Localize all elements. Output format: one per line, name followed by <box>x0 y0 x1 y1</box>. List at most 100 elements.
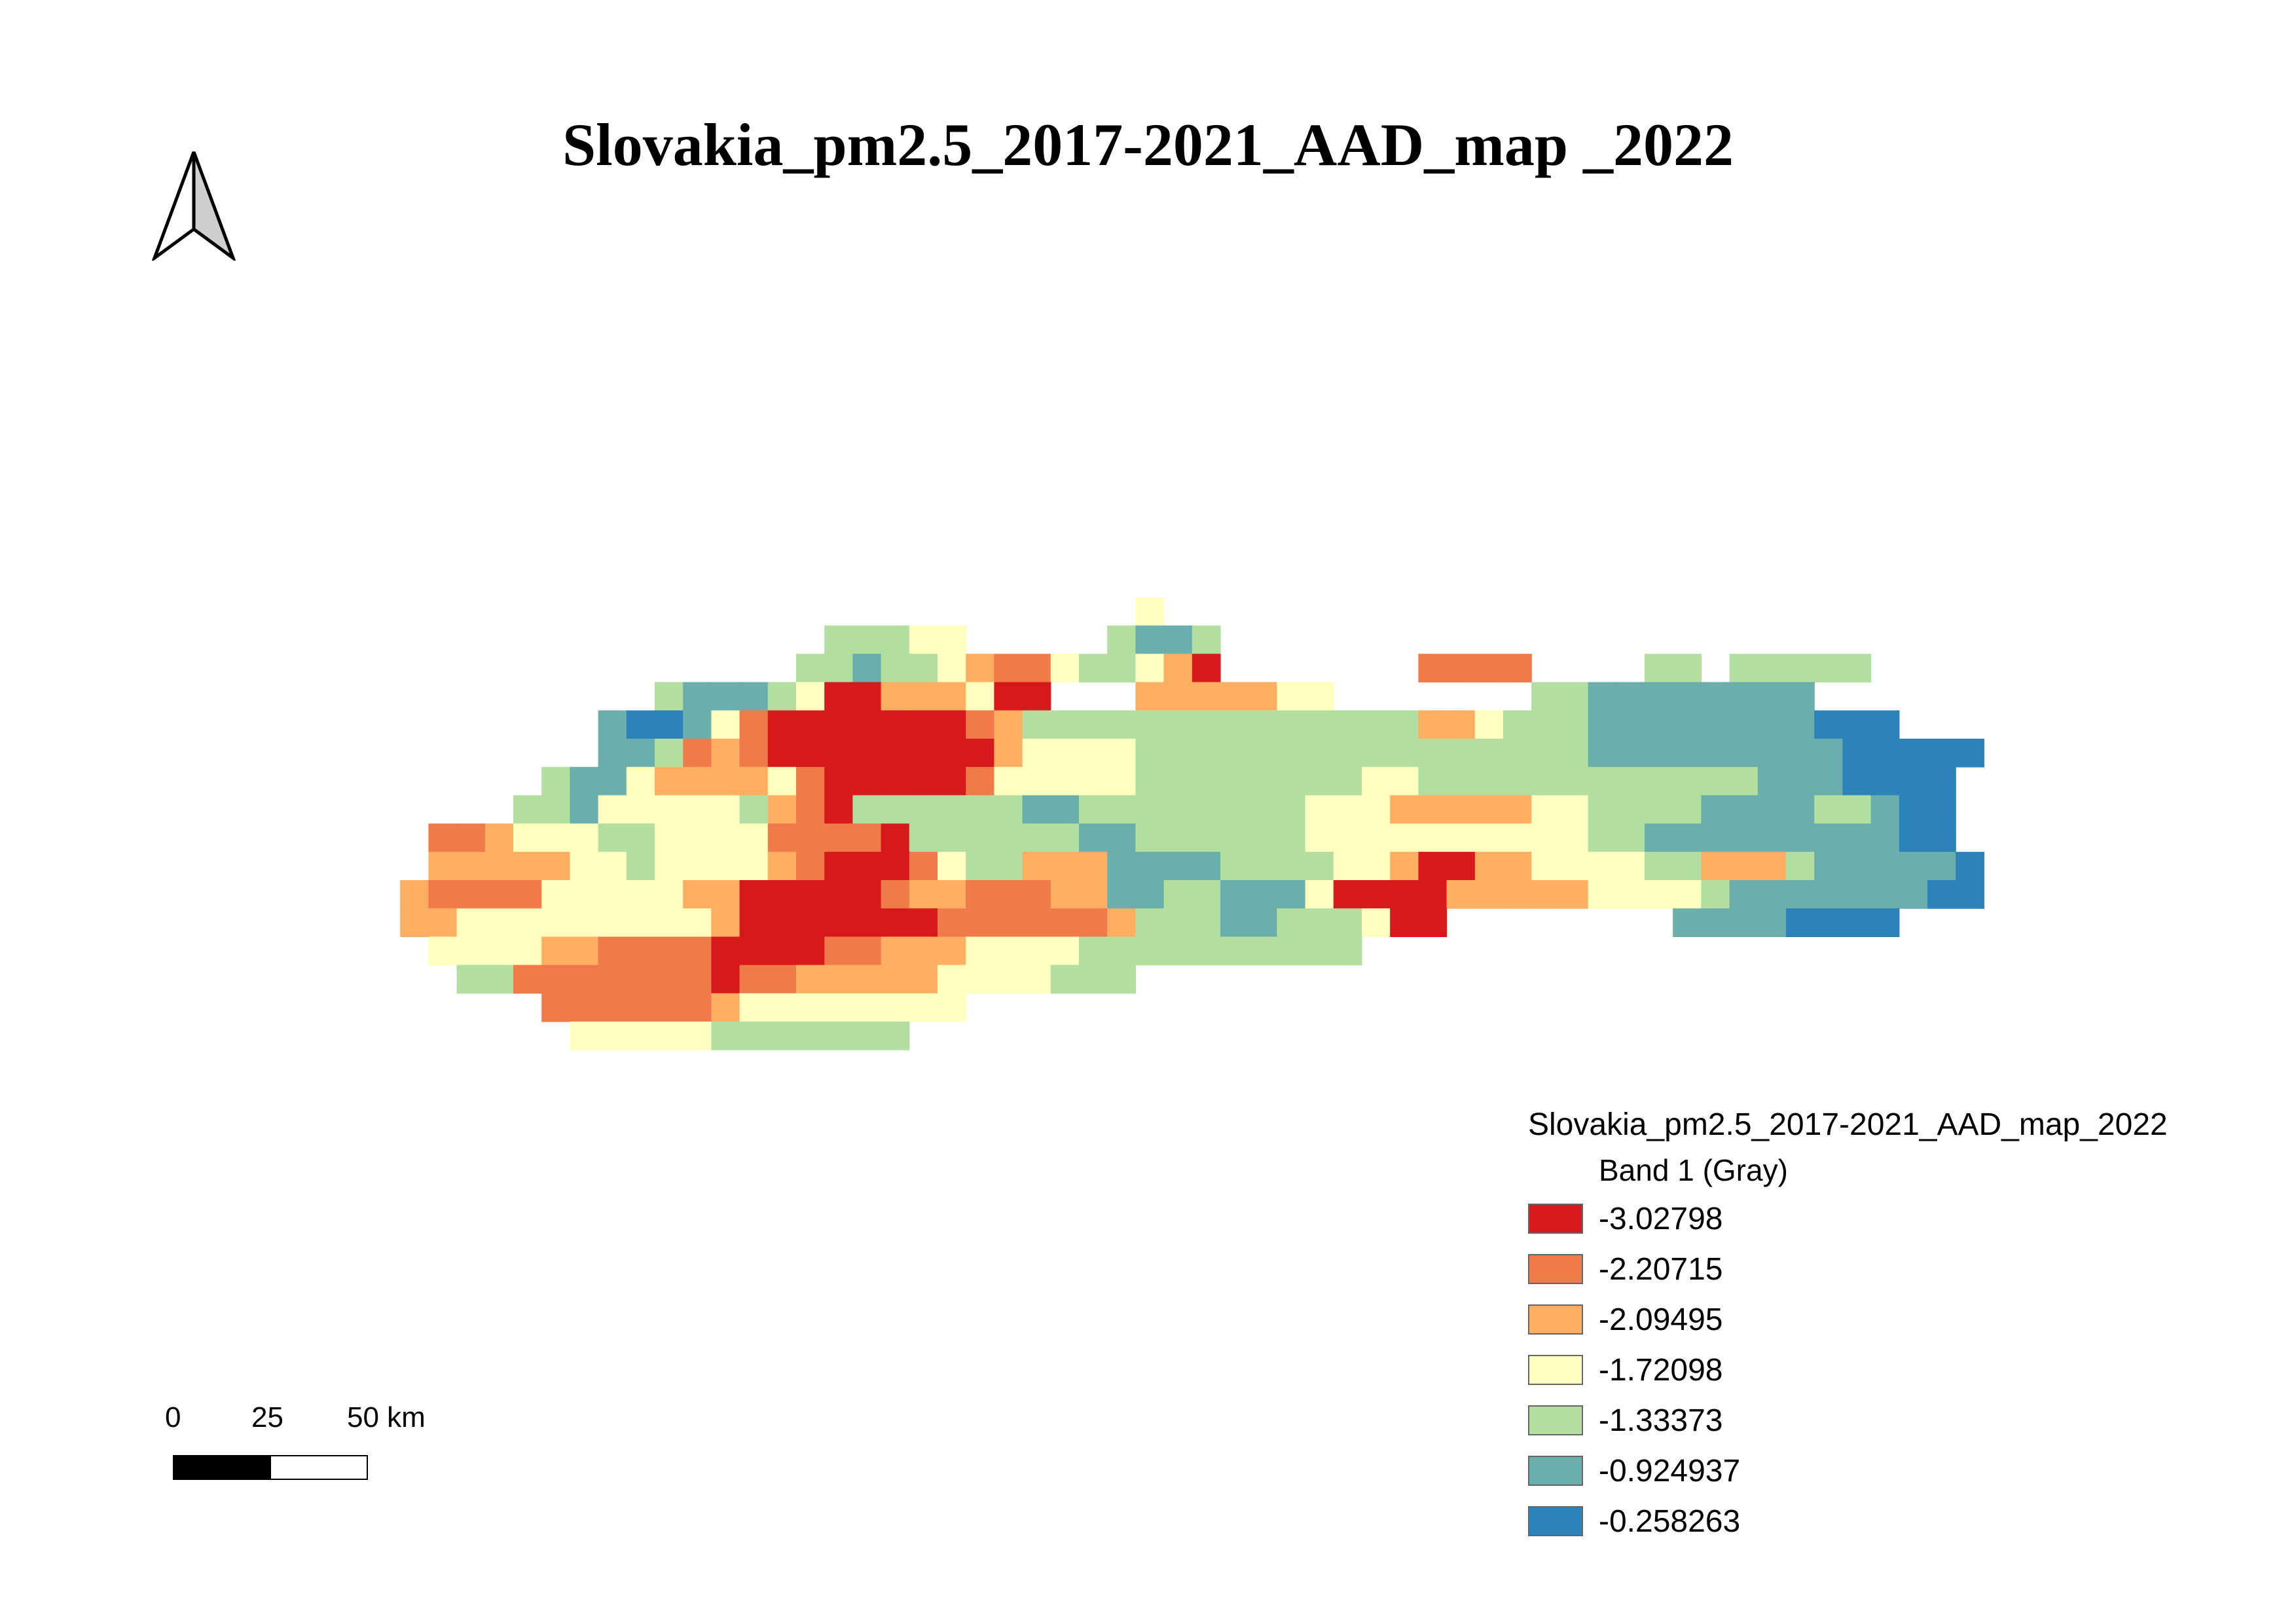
raster-cell <box>1390 767 1419 796</box>
raster-cell <box>739 965 769 994</box>
raster-cell <box>1927 851 1956 881</box>
raster-cell <box>1616 767 1645 796</box>
raster-cell <box>1786 654 1815 683</box>
raster-cell <box>1333 795 1362 824</box>
raster-cell <box>1192 682 1221 711</box>
raster-cell <box>1107 739 1136 767</box>
raster-cell <box>1050 767 1080 796</box>
raster-cell <box>966 823 994 853</box>
raster-cell <box>1757 682 1787 711</box>
raster-cell <box>1220 710 1249 739</box>
raster-cell <box>796 767 825 796</box>
raster-cell <box>909 851 938 881</box>
raster-cell <box>909 767 938 796</box>
raster-cell <box>796 851 825 881</box>
raster-cell <box>570 823 599 853</box>
raster-cell <box>824 880 853 909</box>
raster-cell <box>428 823 458 853</box>
raster-cell <box>1248 880 1277 909</box>
raster-cell <box>1446 851 1476 881</box>
north-arrow-icon <box>152 151 236 261</box>
raster-cell <box>683 682 712 711</box>
raster-cell <box>1701 823 1730 853</box>
raster-cell <box>1899 851 1928 881</box>
raster-cell <box>428 851 458 881</box>
raster-cell <box>938 682 966 711</box>
raster-cell <box>1163 936 1193 966</box>
raster-cell <box>626 993 655 1022</box>
raster-cell <box>1616 682 1645 711</box>
raster-cell <box>1842 654 1872 683</box>
raster-cell <box>739 908 769 937</box>
raster-cell <box>1079 880 1108 909</box>
raster-cell <box>909 823 938 853</box>
raster-cell <box>966 682 994 711</box>
raster-cell <box>994 739 1023 767</box>
raster-cell <box>711 851 740 881</box>
raster-cell <box>513 880 542 909</box>
raster-cell <box>881 625 910 654</box>
raster-cell <box>1248 795 1277 824</box>
raster-cell <box>541 767 570 796</box>
raster-cell <box>1163 682 1193 711</box>
raster-cell <box>1192 795 1221 824</box>
raster-cell <box>484 965 514 994</box>
raster-cell <box>824 654 853 683</box>
raster-cell <box>1362 908 1391 937</box>
raster-cell <box>711 739 740 767</box>
raster-cell <box>626 710 655 739</box>
raster-cell <box>428 936 458 966</box>
raster-cell <box>1390 823 1419 853</box>
raster-cell <box>767 880 797 909</box>
raster-cell <box>513 965 542 994</box>
raster-cell <box>1701 710 1730 739</box>
raster-cell <box>938 625 966 654</box>
raster-cell <box>994 880 1023 909</box>
raster-cell <box>1050 654 1080 683</box>
raster-cell <box>1107 654 1136 683</box>
raster-cell <box>1814 908 1843 937</box>
raster-cell <box>994 767 1023 796</box>
raster-cell <box>767 1022 797 1050</box>
raster-cell <box>1757 654 1787 683</box>
raster-cell <box>1559 739 1589 767</box>
raster-cell <box>1503 739 1532 767</box>
raster-cell <box>1362 823 1391 853</box>
raster-cell <box>711 795 740 824</box>
raster-cell <box>1333 710 1362 739</box>
raster-cell <box>1050 965 1080 994</box>
raster-cell <box>1701 880 1730 909</box>
raster-cell <box>513 908 542 937</box>
raster-cell <box>1248 936 1277 966</box>
raster-cell <box>767 795 797 824</box>
raster-cell <box>570 767 599 796</box>
raster-cell <box>739 851 769 881</box>
raster-cell <box>598 823 627 853</box>
raster-cell <box>626 936 655 966</box>
raster-cell <box>796 823 825 853</box>
raster-cell <box>938 908 966 937</box>
raster-cell <box>598 993 627 1022</box>
raster-cell <box>598 880 627 909</box>
raster-cell <box>1701 795 1730 824</box>
raster-cell <box>1163 851 1193 881</box>
raster-cell <box>1163 625 1193 654</box>
raster-cell <box>1418 880 1448 909</box>
raster-cell <box>1531 880 1560 909</box>
raster-cell <box>1616 739 1645 767</box>
raster-cell <box>655 767 683 796</box>
legend-swatch <box>1528 1204 1583 1234</box>
raster-cell <box>1645 880 1673 909</box>
raster-cell <box>1814 767 1843 796</box>
raster-cell <box>1673 654 1702 683</box>
raster-cell <box>1418 851 1448 881</box>
raster-cell <box>626 880 655 909</box>
raster-cell <box>796 880 825 909</box>
raster-cell <box>824 908 853 937</box>
raster-cell <box>1305 682 1334 711</box>
raster-cell <box>1079 654 1108 683</box>
raster-cell <box>796 682 825 711</box>
raster-cell <box>1277 710 1306 739</box>
raster-cell <box>1390 795 1419 824</box>
raster-cell <box>852 654 882 683</box>
